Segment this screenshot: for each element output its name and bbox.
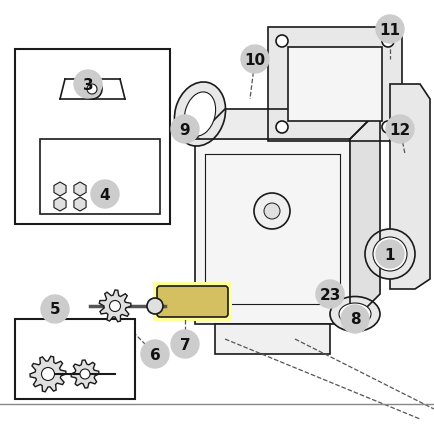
Circle shape bbox=[329, 283, 341, 295]
Circle shape bbox=[376, 240, 404, 268]
Circle shape bbox=[365, 230, 415, 280]
FancyBboxPatch shape bbox=[40, 140, 160, 215]
Polygon shape bbox=[71, 360, 99, 388]
FancyBboxPatch shape bbox=[195, 140, 350, 324]
Circle shape bbox=[264, 203, 280, 219]
Ellipse shape bbox=[174, 83, 226, 147]
Text: 1: 1 bbox=[385, 247, 395, 262]
Text: 6: 6 bbox=[150, 347, 161, 362]
Circle shape bbox=[316, 280, 344, 308]
Circle shape bbox=[41, 295, 69, 323]
Circle shape bbox=[376, 16, 404, 44]
Text: 7: 7 bbox=[180, 337, 191, 352]
Circle shape bbox=[276, 36, 288, 48]
Text: 12: 12 bbox=[389, 122, 411, 137]
Ellipse shape bbox=[184, 93, 216, 137]
Circle shape bbox=[91, 181, 119, 209]
Circle shape bbox=[382, 246, 398, 262]
Circle shape bbox=[171, 330, 199, 358]
Text: 4: 4 bbox=[100, 187, 110, 202]
Circle shape bbox=[82, 80, 102, 100]
FancyBboxPatch shape bbox=[215, 324, 330, 354]
FancyBboxPatch shape bbox=[288, 48, 382, 122]
Circle shape bbox=[254, 194, 290, 230]
Text: 5: 5 bbox=[49, 302, 60, 317]
Text: 3: 3 bbox=[83, 77, 93, 92]
FancyBboxPatch shape bbox=[15, 50, 170, 224]
Ellipse shape bbox=[330, 297, 380, 332]
FancyBboxPatch shape bbox=[153, 283, 232, 321]
Circle shape bbox=[241, 46, 269, 74]
Circle shape bbox=[276, 122, 288, 134]
Text: 8: 8 bbox=[350, 312, 360, 327]
Text: 11: 11 bbox=[379, 22, 401, 37]
Circle shape bbox=[341, 305, 369, 333]
Circle shape bbox=[74, 71, 102, 99]
Circle shape bbox=[87, 85, 97, 95]
Ellipse shape bbox=[339, 303, 371, 325]
Circle shape bbox=[382, 36, 394, 48]
Circle shape bbox=[171, 116, 199, 144]
Polygon shape bbox=[30, 356, 66, 392]
Text: 9: 9 bbox=[180, 122, 191, 137]
Circle shape bbox=[382, 122, 394, 134]
Polygon shape bbox=[390, 85, 430, 289]
Polygon shape bbox=[350, 110, 380, 324]
Circle shape bbox=[373, 237, 407, 271]
FancyBboxPatch shape bbox=[15, 319, 135, 399]
Polygon shape bbox=[195, 110, 380, 140]
Circle shape bbox=[141, 340, 169, 368]
Text: 10: 10 bbox=[244, 52, 266, 68]
FancyBboxPatch shape bbox=[268, 28, 402, 141]
Polygon shape bbox=[99, 290, 131, 322]
Circle shape bbox=[80, 369, 90, 379]
Circle shape bbox=[147, 298, 163, 314]
FancyBboxPatch shape bbox=[157, 286, 228, 317]
Circle shape bbox=[386, 116, 414, 144]
Circle shape bbox=[109, 301, 121, 312]
Circle shape bbox=[42, 368, 55, 381]
Text: 23: 23 bbox=[319, 287, 341, 302]
